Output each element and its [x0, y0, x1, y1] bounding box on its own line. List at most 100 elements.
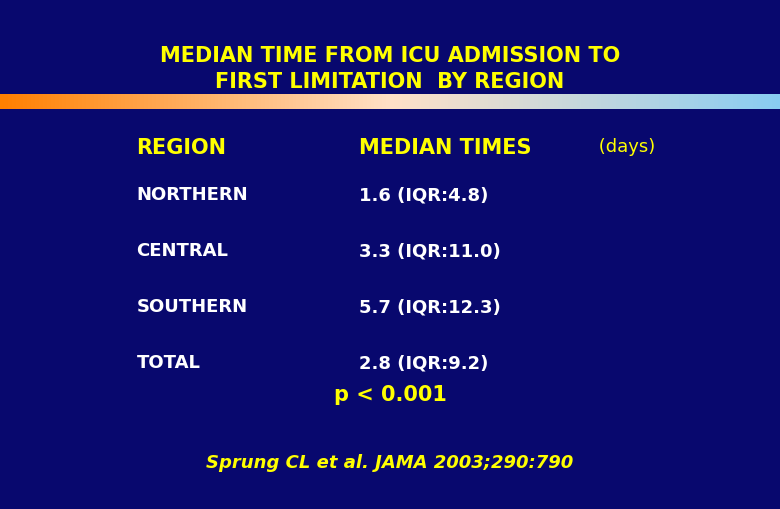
- Bar: [534, 95, 540, 109]
- Bar: [355, 95, 360, 109]
- Bar: [620, 95, 626, 109]
- Text: (days): (days): [593, 137, 655, 155]
- Text: 3.3 (IQR:11.0): 3.3 (IQR:11.0): [359, 242, 501, 260]
- Bar: [433, 95, 438, 109]
- Text: REGION: REGION: [136, 137, 226, 157]
- Text: MEDIAN TIME FROM ICU ADMISSION TO
FIRST LIMITATION  BY REGION: MEDIAN TIME FROM ICU ADMISSION TO FIRST …: [160, 46, 620, 92]
- Text: TOTAL: TOTAL: [136, 354, 200, 372]
- Text: 5.7 (IQR:12.3): 5.7 (IQR:12.3): [359, 298, 501, 316]
- Bar: [136, 95, 142, 109]
- Bar: [749, 95, 754, 109]
- Bar: [413, 95, 419, 109]
- Bar: [663, 95, 668, 109]
- Bar: [464, 95, 470, 109]
- Bar: [562, 95, 567, 109]
- Bar: [593, 95, 598, 109]
- Bar: [160, 95, 165, 109]
- Bar: [238, 95, 243, 109]
- Bar: [277, 95, 282, 109]
- Bar: [66, 95, 72, 109]
- Bar: [292, 95, 298, 109]
- Bar: [597, 95, 602, 109]
- Bar: [296, 95, 302, 109]
- Bar: [585, 95, 590, 109]
- Bar: [47, 95, 52, 109]
- Bar: [121, 95, 126, 109]
- Bar: [764, 95, 770, 109]
- Bar: [542, 95, 548, 109]
- Text: NORTHERN: NORTHERN: [136, 186, 248, 204]
- Bar: [39, 95, 44, 109]
- Bar: [437, 95, 442, 109]
- Bar: [86, 95, 91, 109]
- Bar: [187, 95, 193, 109]
- Bar: [125, 95, 130, 109]
- Bar: [675, 95, 680, 109]
- Bar: [519, 95, 524, 109]
- Bar: [183, 95, 189, 109]
- Bar: [265, 95, 271, 109]
- Bar: [550, 95, 555, 109]
- Bar: [417, 95, 423, 109]
- Bar: [308, 95, 314, 109]
- Bar: [31, 95, 37, 109]
- Bar: [254, 95, 259, 109]
- Bar: [733, 95, 739, 109]
- Bar: [729, 95, 735, 109]
- Bar: [495, 95, 501, 109]
- Bar: [269, 95, 275, 109]
- Bar: [300, 95, 306, 109]
- Bar: [90, 95, 95, 109]
- Bar: [257, 95, 263, 109]
- Bar: [554, 95, 559, 109]
- Bar: [94, 95, 99, 109]
- Bar: [140, 95, 146, 109]
- Bar: [624, 95, 629, 109]
- Bar: [476, 95, 481, 109]
- Bar: [655, 95, 661, 109]
- Bar: [164, 95, 169, 109]
- Bar: [760, 95, 766, 109]
- Bar: [129, 95, 134, 109]
- Bar: [16, 95, 21, 109]
- Bar: [776, 95, 780, 109]
- Bar: [515, 95, 520, 109]
- Bar: [179, 95, 185, 109]
- Bar: [51, 95, 56, 109]
- Bar: [569, 95, 575, 109]
- Bar: [234, 95, 239, 109]
- Bar: [566, 95, 571, 109]
- Bar: [199, 95, 204, 109]
- Bar: [581, 95, 587, 109]
- Bar: [441, 95, 446, 109]
- Bar: [644, 95, 649, 109]
- Bar: [753, 95, 758, 109]
- Bar: [101, 95, 107, 109]
- Bar: [222, 95, 228, 109]
- Bar: [604, 95, 610, 109]
- Bar: [367, 95, 372, 109]
- Bar: [698, 95, 704, 109]
- Bar: [98, 95, 103, 109]
- Bar: [195, 95, 200, 109]
- Bar: [382, 95, 388, 109]
- Bar: [8, 95, 13, 109]
- Bar: [768, 95, 774, 109]
- Bar: [191, 95, 197, 109]
- Bar: [78, 95, 83, 109]
- Bar: [722, 95, 727, 109]
- Bar: [710, 95, 715, 109]
- Bar: [144, 95, 150, 109]
- Bar: [425, 95, 431, 109]
- Bar: [398, 95, 403, 109]
- Bar: [148, 95, 154, 109]
- Bar: [546, 95, 551, 109]
- Bar: [636, 95, 641, 109]
- Bar: [4, 95, 9, 109]
- Bar: [577, 95, 583, 109]
- Bar: [374, 95, 380, 109]
- Bar: [448, 95, 454, 109]
- Bar: [526, 95, 532, 109]
- Bar: [601, 95, 606, 109]
- Bar: [261, 95, 267, 109]
